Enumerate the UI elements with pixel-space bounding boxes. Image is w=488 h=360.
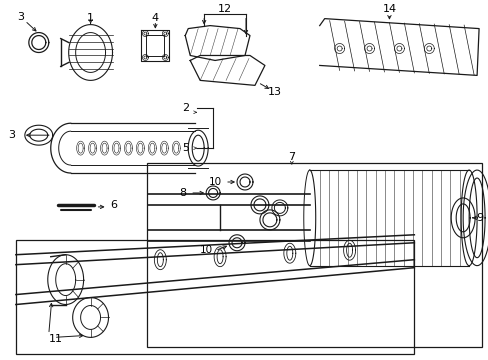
Text: 6: 6 bbox=[110, 200, 117, 210]
Text: 12: 12 bbox=[218, 4, 232, 14]
Text: 8: 8 bbox=[179, 188, 186, 198]
Text: 10: 10 bbox=[200, 245, 213, 255]
Bar bbox=[16, 240, 413, 354]
Text: 1: 1 bbox=[87, 13, 94, 23]
Text: 11: 11 bbox=[49, 334, 62, 345]
Polygon shape bbox=[319, 19, 478, 75]
Text: 10: 10 bbox=[208, 177, 222, 187]
Text: 4: 4 bbox=[151, 13, 159, 23]
Bar bbox=[147, 163, 481, 347]
Text: 3: 3 bbox=[18, 12, 24, 22]
Text: 3: 3 bbox=[8, 130, 15, 140]
Text: 7: 7 bbox=[287, 152, 295, 162]
Text: 14: 14 bbox=[382, 4, 396, 14]
Text: 5: 5 bbox=[182, 143, 189, 153]
Text: 9: 9 bbox=[475, 213, 482, 223]
Text: 2: 2 bbox=[182, 103, 189, 113]
Text: 13: 13 bbox=[267, 87, 281, 97]
